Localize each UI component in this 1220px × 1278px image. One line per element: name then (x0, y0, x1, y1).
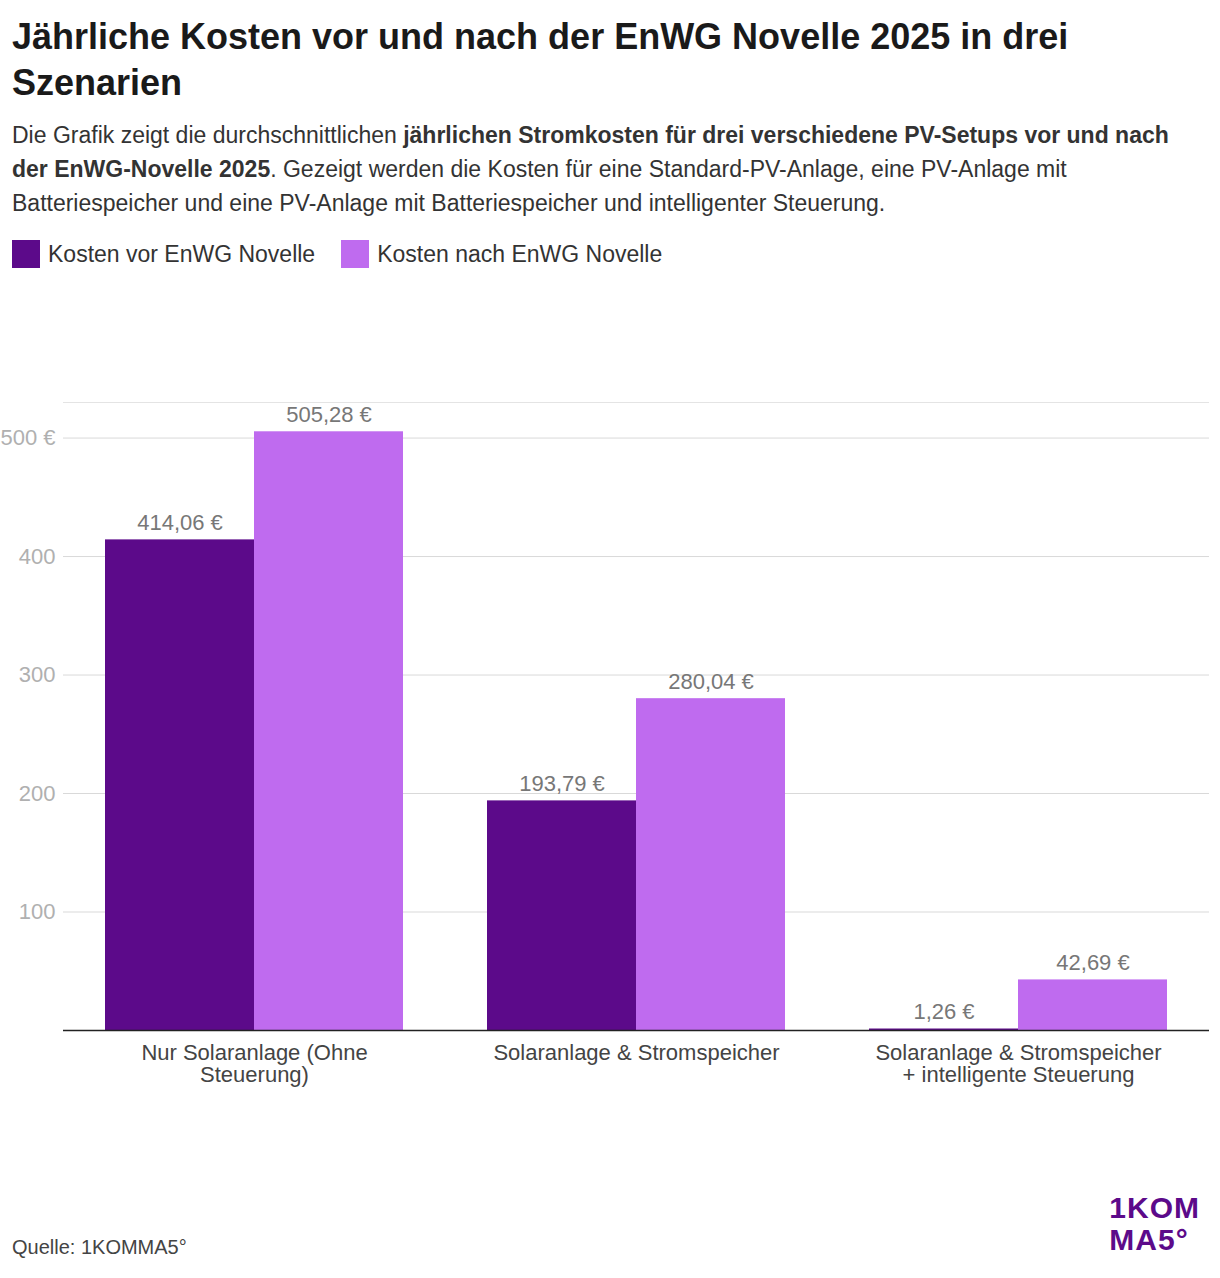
svg-text:280,04 €: 280,04 € (668, 669, 754, 694)
html-text:Kosten nach EnWG Novelle: Kosten nach EnWG Novelle (377, 240, 663, 267)
html-text:Die Grafik zeigt die durchschn: Die Grafik zeigt die durchschnittlichen … (12, 122, 1169, 216)
html-text:MA5°: MA5° (1109, 1223, 1189, 1256)
svg-text:300: 300 (19, 662, 56, 687)
svg-text:505,28 €: 505,28 € (286, 402, 372, 427)
html-text:1KOM: 1KOM (1109, 1191, 1200, 1224)
html-text:Jährliche Kosten vor und nach: Jährliche Kosten vor und nach der EnWG N… (12, 16, 1069, 103)
html-text:Quelle: 1KOMMA5°: Quelle: 1KOMMA5° (12, 1236, 187, 1258)
svg-text:200: 200 (19, 781, 56, 806)
svg-text:193,79 €: 193,79 € (519, 771, 605, 796)
svg-text:400: 400 (19, 544, 56, 569)
svg-text:1,26 €: 1,26 € (913, 999, 974, 1024)
svg-text:100: 100 (19, 899, 56, 924)
svg-text:Solaranlage & Stromspeicher: Solaranlage & Stromspeicher (493, 1040, 779, 1065)
svg-text:Nur Solaranlage (OhneSteuerung: Nur Solaranlage (OhneSteuerung) (141, 1040, 367, 1087)
svg-text:500 €: 500 € (0, 425, 55, 450)
html-text:Kosten vor EnWG Novelle: Kosten vor EnWG Novelle (48, 240, 316, 267)
svg-text:414,06 €: 414,06 € (137, 510, 223, 535)
svg-text:42,69 €: 42,69 € (1056, 950, 1129, 975)
svg-text:Solaranlage & Stromspeicher+ i: Solaranlage & Stromspeicher+ intelligent… (875, 1040, 1161, 1087)
